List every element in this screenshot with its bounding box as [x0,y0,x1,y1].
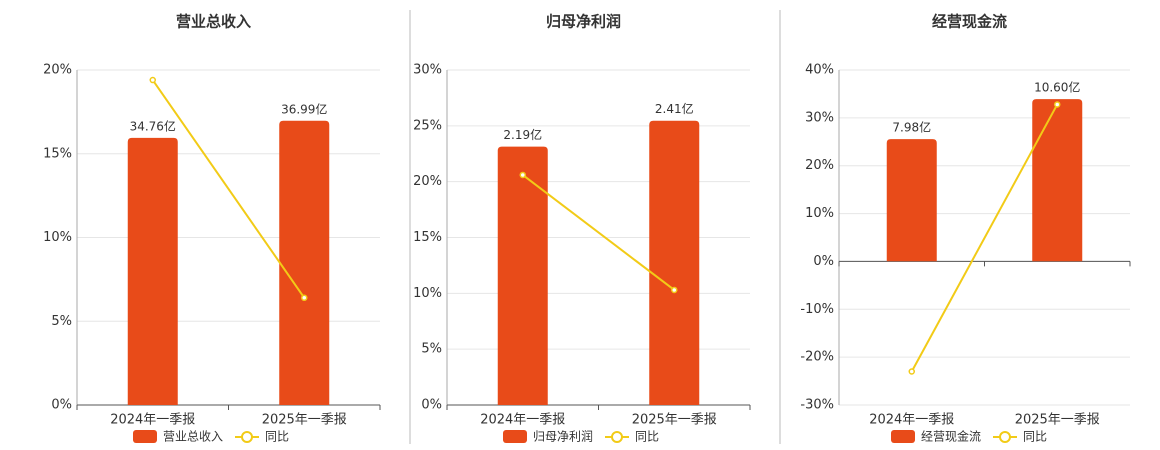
bar-value-label: 7.98亿 [892,120,931,135]
legend-swatch-bar [503,430,527,443]
y-tick-label: 10% [43,230,72,245]
bar [279,120,330,405]
y-tick-label: 0% [51,398,72,413]
y-tick-label: -30% [800,398,834,413]
bar-value-label: 34.76亿 [130,118,176,133]
bar-value-label: 2.41亿 [655,101,694,116]
y-tick-label: 20% [805,158,834,173]
y-tick-label: 5% [421,342,442,357]
legend-swatch-point [999,431,1011,443]
bar-value-label: 2.19亿 [503,127,542,142]
x-tick-label: 2024年一季报 [110,413,195,428]
chart-title: 归母净利润 [546,13,621,31]
trend-point [1054,101,1061,108]
bar-value-label: 10.60亿 [1034,80,1080,95]
trend-point [149,76,156,84]
x-tick-label: 2025年一季报 [1015,413,1100,428]
legend-label: 同比 [1023,430,1047,444]
trend-point [908,368,915,375]
trend-point [301,294,308,302]
y-tick-label: 0% [813,254,834,269]
chart-title: 营业总收入 [176,13,251,31]
trend-line [151,79,306,299]
bar [649,120,700,405]
x-tick-label: 2024年一季报 [869,413,954,428]
chart-title: 经营现金流 [932,13,1007,31]
x-tick-label: 2025年一季报 [262,413,347,428]
y-tick-label: 25% [413,118,442,133]
y-tick-label: 30% [413,63,442,78]
legend-label: 营业总收入 [163,430,223,444]
bar [127,137,178,406]
y-tick-label: 15% [43,146,72,161]
y-tick-label: -20% [800,350,834,365]
legend-label: 同比 [265,430,289,444]
legend-label: 同比 [635,430,659,444]
x-tick-label: 2025年一季报 [632,413,717,428]
y-tick-label: 10% [413,286,442,301]
trend-line [910,103,1059,372]
bar [497,146,548,405]
y-tick-label: 30% [805,110,834,125]
y-tick-label: 15% [413,230,442,245]
y-tick-label: 10% [805,206,834,221]
y-tick-label: -10% [800,302,834,317]
x-tick-label: 2024年一季报 [480,413,565,428]
y-tick-label: 20% [413,174,442,189]
trend-line [522,174,675,291]
legend-swatch-bar [133,430,157,443]
legend-label: 经营现金流 [921,429,981,444]
legend-label: 归母净利润 [533,430,593,444]
y-tick-label: 20% [43,63,72,78]
legend-swatch-bar [891,430,915,443]
y-tick-label: 40% [805,63,834,78]
y-tick-label: 0% [421,398,442,413]
y-tick-label: 5% [51,314,72,329]
bar-value-label: 36.99亿 [281,101,327,116]
legend-swatch-point [241,431,253,443]
bar [886,139,937,262]
legend-swatch-point [611,431,623,443]
trend-point [519,171,526,179]
trend-point [671,286,678,294]
bar [1032,99,1083,262]
